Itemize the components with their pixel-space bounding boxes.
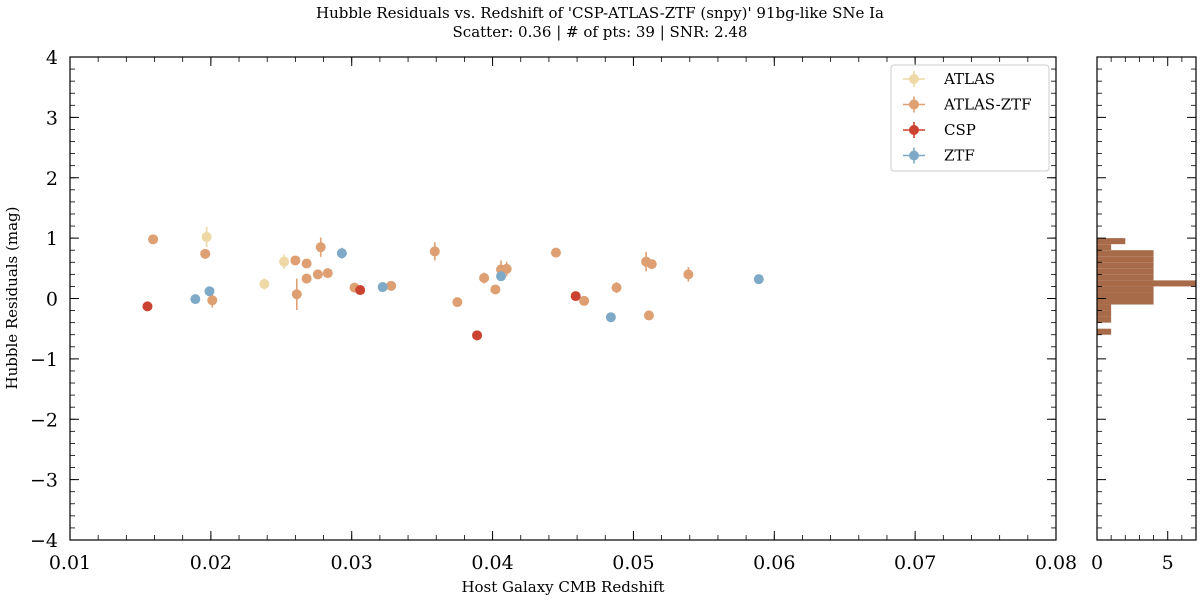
data-points xyxy=(142,226,764,341)
series-csp xyxy=(142,285,581,341)
x-tick-label: 0.01 xyxy=(49,552,91,574)
legend-label: ATLAS-ZTF xyxy=(943,96,1032,114)
data-point xyxy=(429,246,440,257)
y-tick-label: −4 xyxy=(30,530,58,552)
data-point xyxy=(142,301,153,312)
data-point xyxy=(479,272,490,283)
histogram-bar xyxy=(1097,286,1154,293)
histogram-plot-frame xyxy=(1096,56,1197,541)
legend-label: ZTF xyxy=(944,147,975,165)
series-atlas xyxy=(201,226,290,290)
main-axes: 0.01 0.02 0.03 0.04 0.05 0.06 0.07 0.08 −4 −3 −2 −1… xyxy=(30,47,1077,574)
y-tick-label: 2 xyxy=(46,168,58,190)
chart-title: Hubble Residuals vs. Redshift of 'CSP-AT… xyxy=(316,4,884,22)
data-point xyxy=(200,248,211,259)
data-point xyxy=(377,282,388,293)
data-point xyxy=(611,282,622,293)
histogram-bar xyxy=(1097,316,1112,323)
histogram-bar xyxy=(1097,280,1196,287)
x-tick-label: 0.07 xyxy=(894,552,936,574)
data-point xyxy=(683,269,694,280)
data-point xyxy=(279,256,290,267)
legend-marker xyxy=(909,125,919,135)
legend-entry: ATLAS-ZTF xyxy=(903,96,1032,114)
histogram-bar xyxy=(1097,244,1112,251)
data-point xyxy=(201,231,212,242)
data-point xyxy=(301,273,312,284)
data-point xyxy=(550,247,561,258)
data-point xyxy=(496,271,507,282)
hist-x-tick-label: 5 xyxy=(1162,552,1174,574)
x-tick-label: 0.05 xyxy=(612,552,654,574)
main-plot-frame xyxy=(69,56,1057,541)
legend-label: CSP xyxy=(944,121,976,139)
data-point xyxy=(322,268,333,279)
histogram-bar xyxy=(1097,328,1112,335)
legend-entry: ATLAS xyxy=(903,70,995,88)
y-tick-label: 1 xyxy=(46,228,58,250)
data-point xyxy=(148,234,159,245)
x-tick-label: 0.04 xyxy=(471,552,513,574)
data-point xyxy=(312,269,323,280)
data-point xyxy=(472,330,483,341)
data-point xyxy=(355,285,366,296)
series-atlas-ztf xyxy=(148,234,694,321)
chart-subtitle: Scatter: 0.36 | # of pts: 39 | SNR: 2.48 xyxy=(453,23,748,41)
hist-x-tick-label: 0 xyxy=(1091,552,1103,574)
data-point xyxy=(386,280,397,291)
data-point xyxy=(190,294,201,305)
histogram-bar xyxy=(1097,238,1126,245)
legend-marker xyxy=(909,74,919,84)
data-point xyxy=(259,279,270,290)
x-tick-label: 0.06 xyxy=(753,552,795,574)
data-point xyxy=(753,274,764,285)
data-point xyxy=(301,258,312,269)
legend: ATLAS ATLAS-ZTF CSP ZTF xyxy=(890,64,1050,172)
data-point xyxy=(643,310,654,321)
data-point xyxy=(291,289,302,300)
histogram-bar xyxy=(1097,262,1154,269)
x-tick-label: 0.03 xyxy=(331,552,373,574)
series-ztf xyxy=(190,247,764,323)
legend-marker xyxy=(909,150,919,161)
y-tick-label: 0 xyxy=(46,289,58,311)
data-point xyxy=(290,255,301,266)
data-point xyxy=(207,295,218,306)
y-tick-label: 4 xyxy=(46,47,58,69)
histogram-bar xyxy=(1097,268,1154,275)
histogram-bar xyxy=(1097,310,1112,317)
histogram-bar xyxy=(1097,250,1154,257)
data-point xyxy=(336,248,347,259)
legend-box xyxy=(890,64,1050,172)
histogram-bar xyxy=(1097,256,1154,263)
histogram-bar xyxy=(1097,298,1154,305)
y-tick-label: 3 xyxy=(46,107,58,129)
histogram-bar xyxy=(1097,292,1154,299)
data-point xyxy=(490,284,501,295)
data-point xyxy=(579,295,590,306)
y-tick-label: −1 xyxy=(30,349,58,371)
data-point xyxy=(646,259,657,270)
legend-label: ATLAS xyxy=(943,70,995,88)
histogram-bar xyxy=(1097,304,1112,311)
legend-entry: CSP xyxy=(903,121,976,139)
data-point xyxy=(501,263,512,274)
data-point xyxy=(204,286,215,297)
x-tick-label: 0.08 xyxy=(1035,552,1077,574)
x-axis-label: Host Galaxy CMB Redshift xyxy=(461,578,664,596)
legend-entry: ZTF xyxy=(903,147,975,165)
y-tick-label: −3 xyxy=(30,470,58,492)
data-point xyxy=(315,242,326,253)
data-point xyxy=(570,291,581,302)
y-axis-label: Hubble Residuals (mag) xyxy=(3,207,21,390)
legend-marker xyxy=(909,99,919,110)
y-tick-label: −2 xyxy=(30,409,58,431)
data-point xyxy=(605,312,616,323)
data-point xyxy=(452,297,463,308)
x-tick-label: 0.02 xyxy=(190,552,232,574)
histogram-bar xyxy=(1097,274,1154,281)
